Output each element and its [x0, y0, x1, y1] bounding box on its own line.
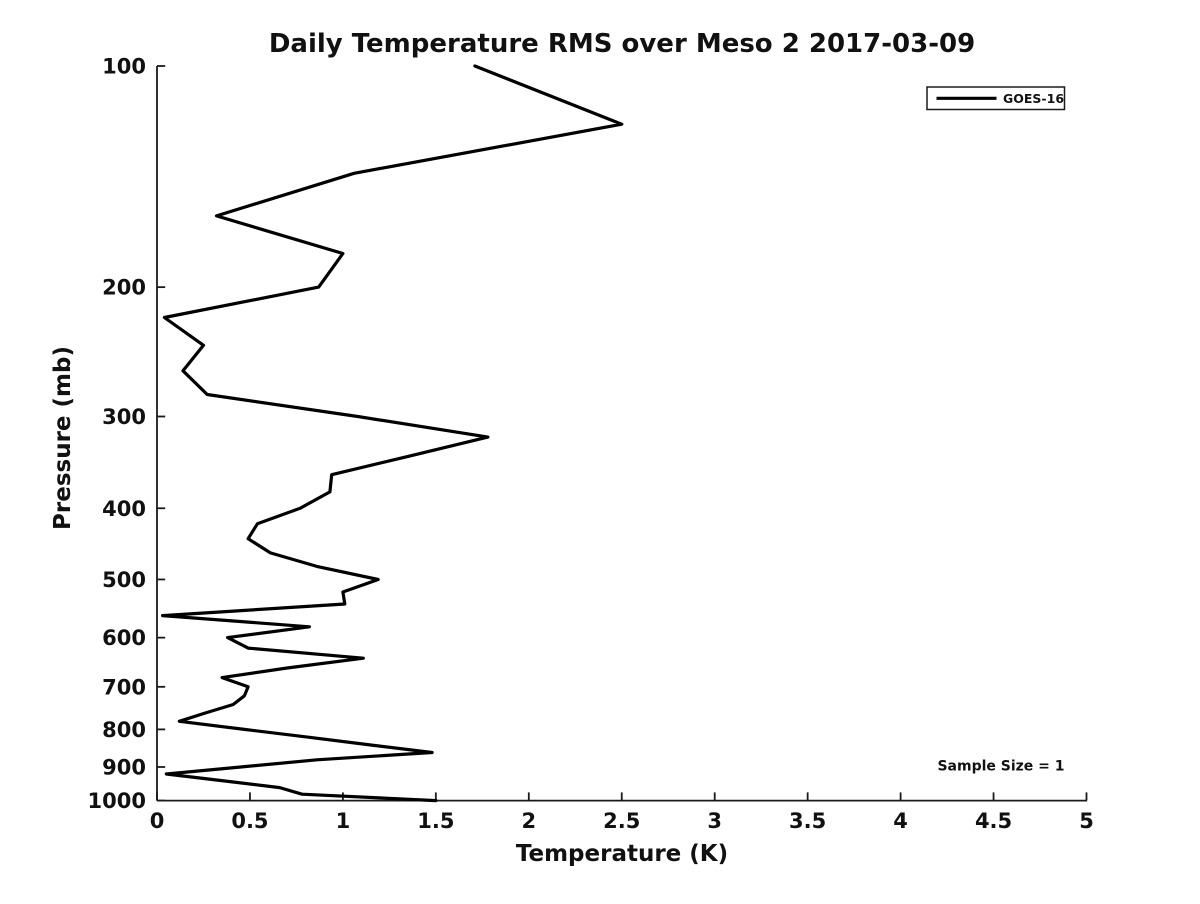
x-tick-label: 1: [336, 809, 351, 833]
y-tick-label: 700: [102, 675, 146, 699]
x-tick-label: 3: [707, 809, 722, 833]
y-tick-label: 300: [102, 405, 146, 429]
series-line-goes-16: [161, 64, 624, 803]
x-tick-label: 4.5: [975, 809, 1012, 833]
x-tick-label: 2.5: [603, 809, 640, 833]
legend: GOES-16: [926, 86, 1066, 111]
x-tick-label: 3.5: [789, 809, 826, 833]
x-tick-label: 1.5: [417, 809, 454, 833]
sample-size-annotation: Sample Size = 1: [937, 759, 1064, 775]
x-axis-label: Temperature (K): [516, 841, 728, 867]
chart-title: Daily Temperature RMS over Meso 2 2017-0…: [269, 29, 975, 59]
y-tick-label: 600: [102, 626, 146, 650]
y-tick-label: 900: [102, 756, 146, 780]
y-axis-ticks: 100 200 300 400 500 600 700 800 900 1000: [88, 55, 166, 813]
data-series: [161, 64, 624, 803]
x-tick-label: 0.5: [231, 809, 268, 833]
x-tick-label: 4: [893, 809, 908, 833]
x-tick-label: 5: [1079, 809, 1094, 833]
y-tick-label: 1000: [88, 789, 146, 813]
y-tick-label: 500: [102, 568, 146, 592]
y-tick-label: 400: [102, 497, 146, 521]
y-axis-label: Pressure (mb): [50, 346, 76, 530]
x-tick-label: 2: [521, 809, 536, 833]
x-tick-label: 0: [150, 809, 165, 833]
y-tick-label: 100: [102, 55, 146, 79]
y-tick-label: 200: [102, 276, 146, 300]
x-axis-ticks: 0 0.5 1 1.5 2 2.5 3 3.5 4 4.5 5: [150, 792, 1094, 833]
y-tick-label: 800: [102, 718, 146, 742]
legend-entry-label: GOES-16: [1003, 91, 1064, 106]
